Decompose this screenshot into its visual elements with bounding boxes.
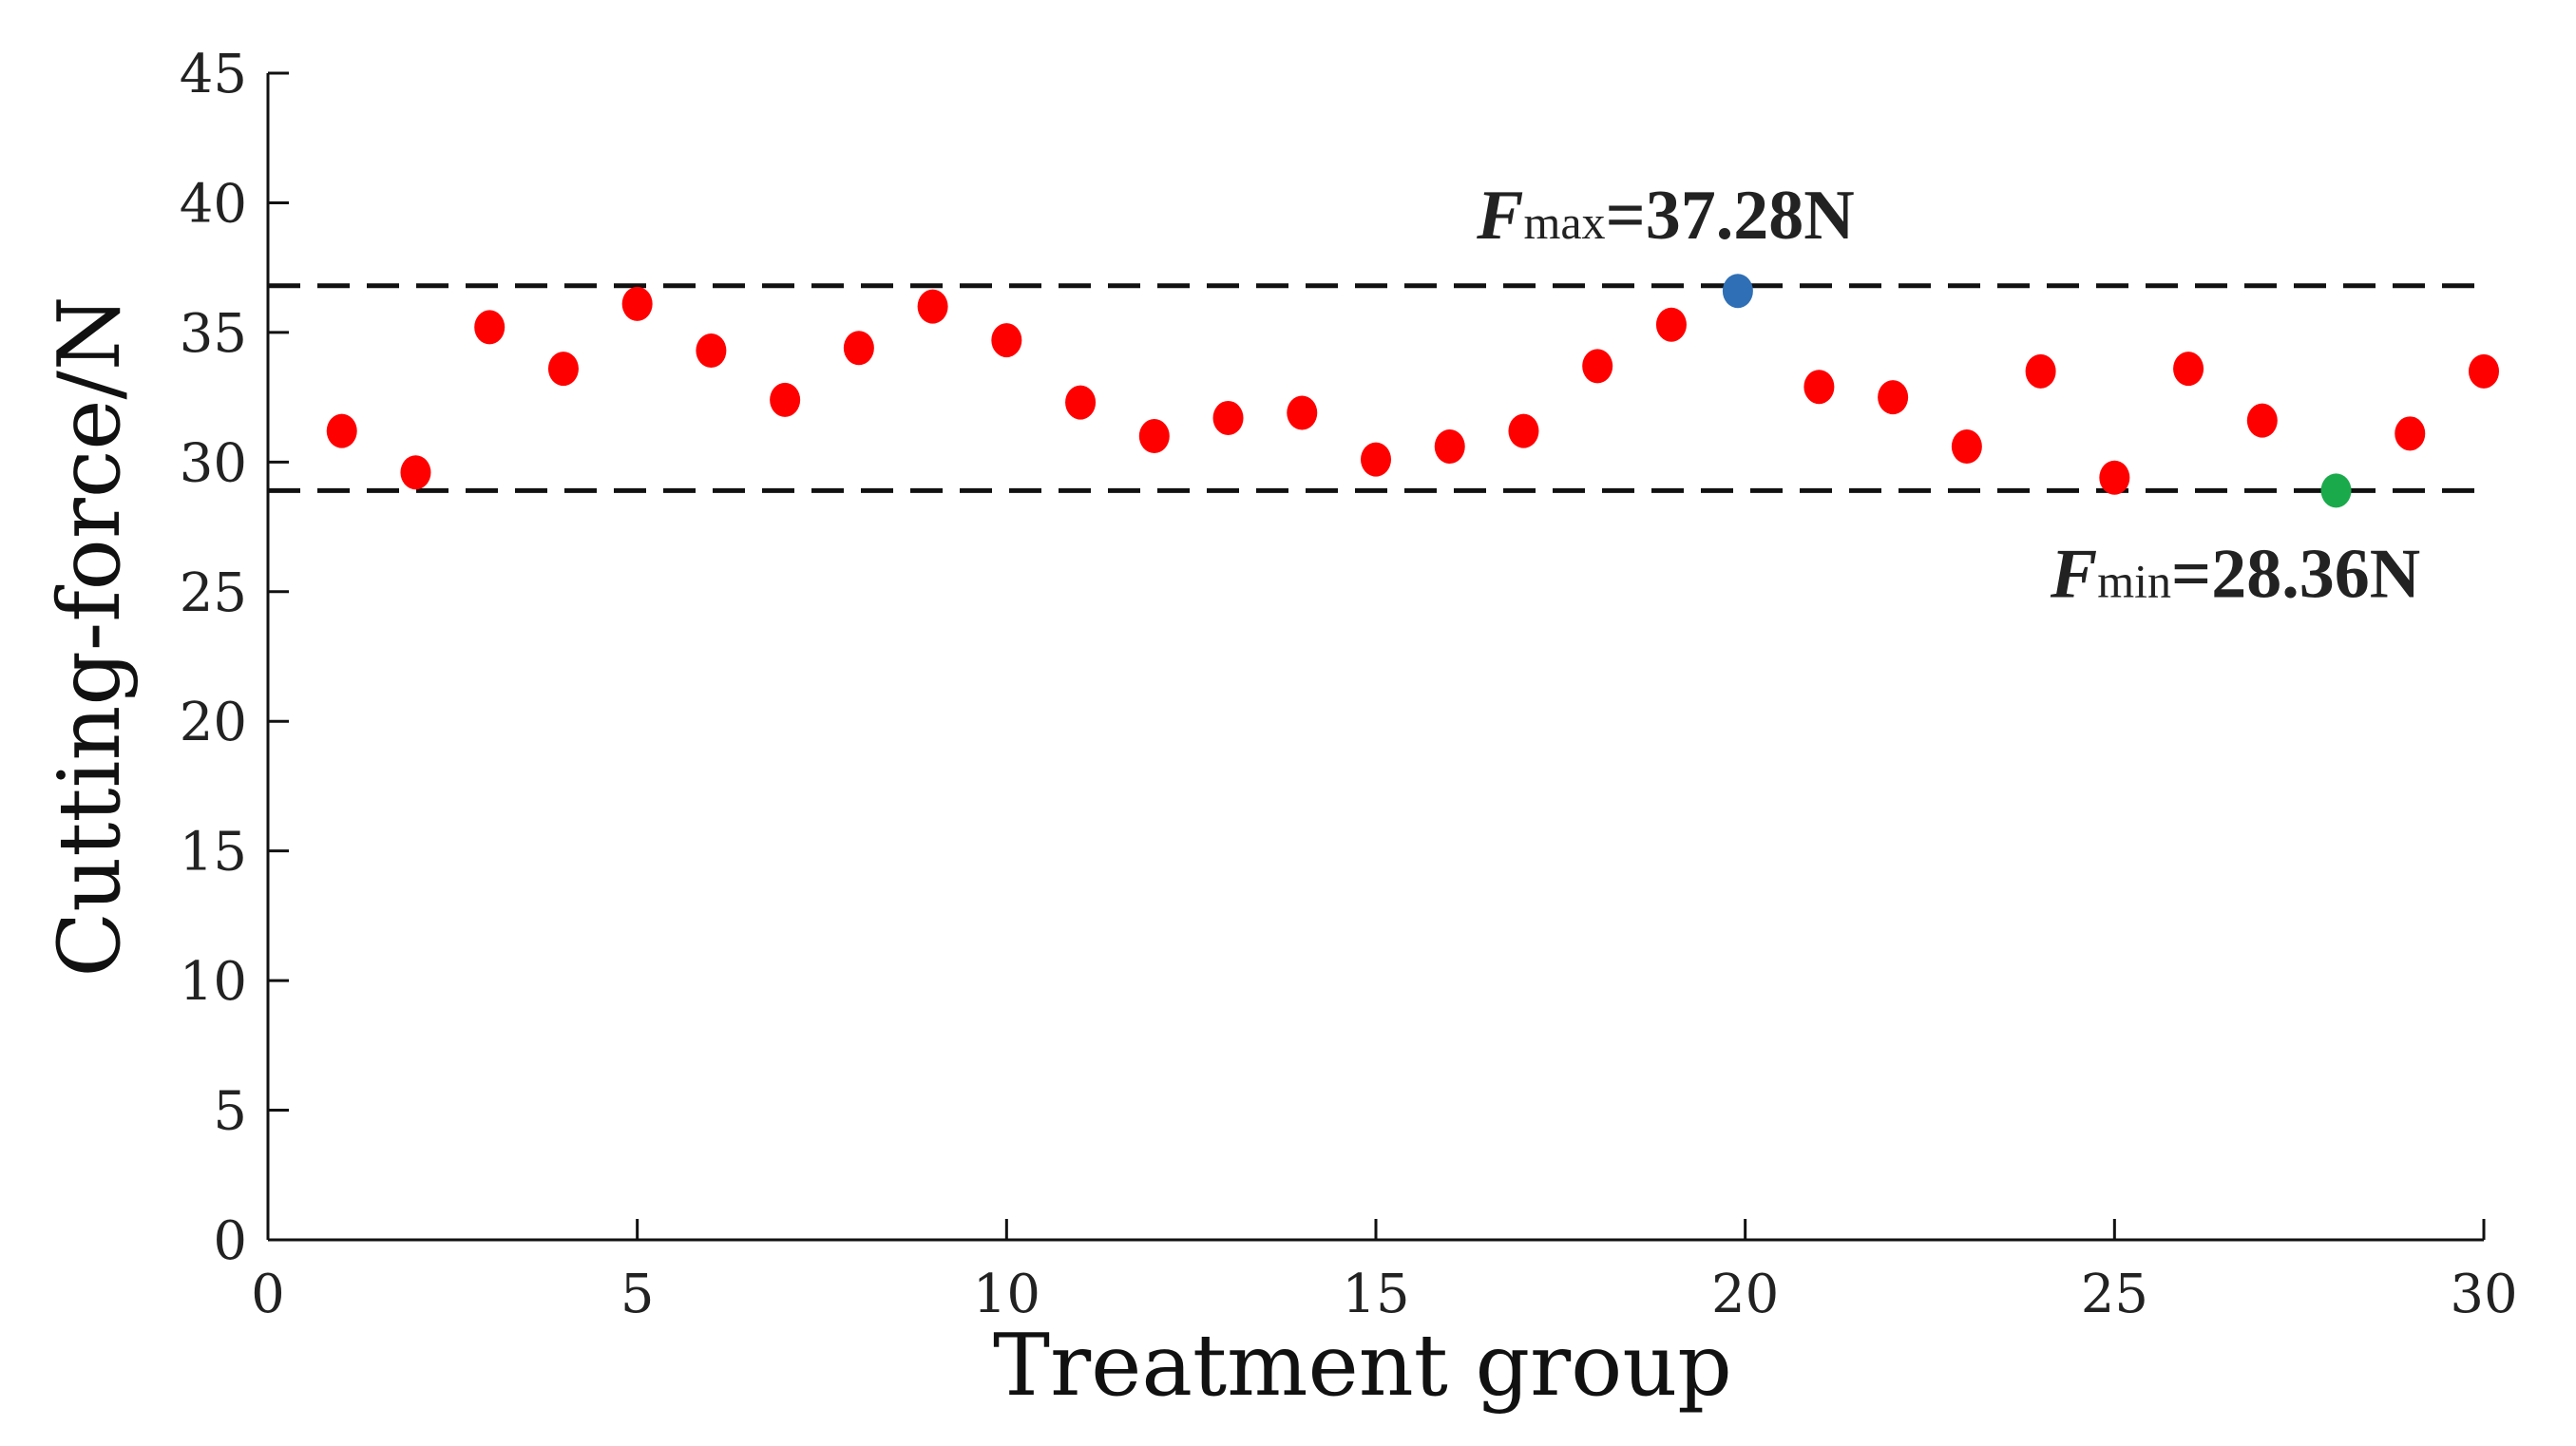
cutting-force-point [474,310,506,345]
x-tick-label: 30 [2450,1264,2517,1325]
y-tick-label: 35 [180,303,247,365]
axes [266,73,2484,1242]
y-tick-label: 20 [180,692,247,753]
cutting-force-point [1803,370,1835,405]
y-tick-label: 45 [180,44,247,105]
y-tick-label: 40 [180,173,247,235]
cutting-force-point [2395,416,2426,451]
max-annotation-subscript: max [1523,196,1605,249]
y-tick-label: 15 [180,822,247,884]
cutting-force-point [1434,428,1465,464]
y-tick-label: 25 [180,562,247,624]
cutting-force-point [2469,353,2499,389]
cutting-force-point [2025,353,2056,389]
data-points [326,274,2499,508]
cutting-force-point [2099,460,2130,495]
x-tick-label: 25 [2081,1264,2148,1325]
cutting-force-point [547,352,579,387]
x-axis-title: Treatment group [993,1316,1732,1416]
tick-marks [266,71,2486,1242]
cutting-force-point [1287,395,1318,430]
cutting-force-point [1655,307,1687,342]
cutting-force-point [1582,349,1613,384]
cutting-force-point [2173,352,2204,387]
y-tick-label: 30 [180,432,247,494]
min-annotation: Fmin=28.36N [2050,535,2420,613]
cutting-force-point [400,455,431,490]
cutting-force-point [843,331,874,366]
cutting-force-point [917,289,948,324]
x-tick-label: 10 [973,1264,1040,1325]
x-tick-label: 15 [1342,1264,1409,1325]
x-tick-label: 0 [251,1264,285,1325]
cutting-force-point [696,333,727,368]
max-annotation-value: =37.28N [1606,177,1855,255]
y-tick-label: 0 [213,1210,247,1272]
y-tick-label: 10 [180,951,247,1013]
tick-labels: 0 5 10 15 20 25 30 35 40 45 0 5 10 15 20 25 30 [180,44,2518,1325]
cutting-force-point [621,286,653,321]
min-annotation-subscript: min [2097,554,2171,607]
cutting-force-point [1951,428,1982,464]
cutting-force-point [1138,419,1170,454]
cutting-force-point [1065,385,1097,420]
max-annotation-symbol: F [1476,177,1523,255]
cutting-force-point [1212,400,1244,435]
min-annotation-symbol: F [2050,535,2097,613]
cutting-force-point [1878,380,1909,415]
x-tick-label: 5 [620,1264,655,1325]
cutting-force-point [1361,442,1391,477]
y-axis-title: Cutting-force/N [40,295,140,977]
maximum-point [1722,274,1753,309]
cutting-force-point [1508,413,1539,448]
minimum-point [2320,473,2352,508]
cutting-force-point [991,323,1022,358]
cutting-force-point [2246,403,2278,438]
y-tick-label: 5 [213,1081,247,1143]
max-annotation: Fmax=37.28N [1476,177,1855,255]
cutting-force-point [326,413,357,448]
min-annotation-value: =28.36N [2171,535,2420,613]
cutting-force-point [770,382,801,417]
x-tick-label: 20 [1711,1264,1779,1325]
